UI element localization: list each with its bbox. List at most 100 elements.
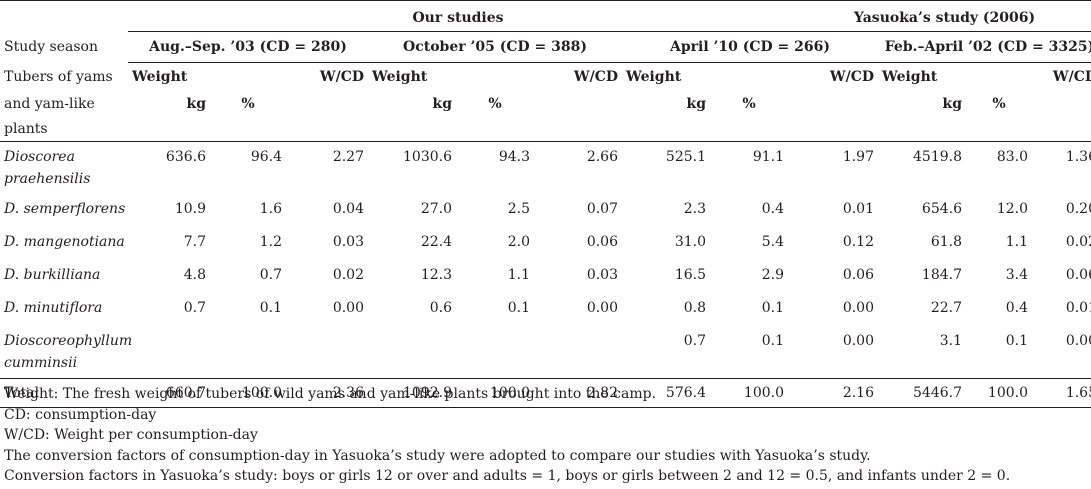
value-cell: 0.6 (429, 300, 452, 316)
yasuoka-study-header: Yasuoka’s study (2006) (788, 5, 1091, 32)
table-row: Dioscorea praehensilis 636.6 96.4 2.27 1030.6… (0, 142, 1091, 195)
value-cell: 0.03 (332, 234, 364, 250)
weight-header: Weight (372, 69, 428, 85)
value-cell: 0.00 (332, 300, 364, 316)
value-cell: 0.03 (586, 267, 618, 283)
row-label-line3: plants (0, 117, 128, 142)
species-name-line1: Dioscorea (4, 149, 75, 165)
group-header-row: Our studies Yasuoka’s study (2006) (0, 5, 1091, 32)
data-table: Our studies Yasuoka’s study (2006) Study… (0, 0, 1091, 408)
total-value-cell: 576.4 (622, 378, 710, 408)
table-row: Dioscoreophyllum cumminsii 0.7 0.1 0.00 3.1 0.… (0, 326, 1091, 379)
species-name-line2: praehensilis (4, 171, 91, 187)
value-cell: 2.5 (507, 201, 530, 217)
table-body: Dioscorea praehensilis 636.6 96.4 2.27 1030.6… (0, 142, 1091, 379)
value-cell: 0.02 (332, 267, 364, 283)
value-cell: 22.7 (930, 300, 962, 316)
value-cell: 96.4 (250, 149, 282, 165)
kg-unit: kg (186, 96, 207, 112)
value-cell (368, 326, 456, 379)
value-cell: 0.8 (683, 300, 706, 316)
value-cell: 94.3 (498, 149, 530, 165)
footnote: Weight: The fresh weight of tubers of wi… (4, 386, 657, 402)
weight-header: Weight (882, 69, 938, 85)
value-cell: 12.0 (996, 201, 1028, 217)
value-cell: 2.66 (586, 149, 618, 165)
pct-unit: % (992, 96, 1006, 112)
value-cell: 3.1 (939, 333, 962, 349)
value-cell: 3.4 (1005, 267, 1028, 283)
table-row: D. mangenotiana 7.7 1.2 0.03 22.4 2.0 0.06 31.0… (0, 227, 1091, 260)
footnote: Conversion factors in Yasuoka’s study: b… (4, 468, 1011, 484)
total-label: Total (0, 378, 128, 408)
weight-header: Weight (132, 69, 188, 85)
value-cell: 12.3 (420, 267, 452, 283)
total-value-cell: 2.82 (534, 378, 622, 408)
kg-unit: kg (686, 96, 707, 112)
value-cell: 1.36 (1065, 149, 1091, 165)
value-cell: 0.06 (586, 234, 618, 250)
species-name-line2: cumminsii (4, 355, 78, 371)
value-cell: 636.6 (165, 149, 206, 165)
value-cell: 0.7 (683, 333, 706, 349)
value-cell (286, 326, 368, 379)
value-cell (534, 326, 622, 379)
total-value-cell: 5446.7 (878, 378, 966, 408)
value-cell: 525.1 (665, 149, 706, 165)
table-row: D. minutiflora 0.7 0.1 0.00 0.6 0.1 0.00 0.8 0.1… (0, 293, 1091, 326)
value-cell: 10.9 (174, 201, 206, 217)
value-cell (128, 326, 210, 379)
value-cell: 4.8 (183, 267, 206, 283)
weight-header: Weight (626, 69, 682, 85)
value-cell: 0.01 (842, 201, 874, 217)
value-cell: 5.4 (761, 234, 784, 250)
table-row: D. semperflorens 10.9 1.6 0.04 27.0 2.5 0.07 2.… (0, 194, 1091, 227)
value-cell: 184.7 (921, 267, 962, 283)
value-cell: 0.7 (259, 267, 282, 283)
total-row: Total 660.7 100.0 2.36 1092.9 100.0 2.82 576.4… (0, 378, 1091, 408)
value-cell: 4519.8 (913, 149, 962, 165)
value-cell: 0.1 (761, 300, 784, 316)
value-cell: 0.00 (586, 300, 618, 316)
value-cell: 16.5 (674, 267, 706, 283)
season-header-row: Study season Aug.–Sep. ’03 (CD = 280) Oc… (0, 31, 1091, 63)
value-cell: 0.01 (1065, 300, 1091, 316)
season-feb-april-02: Feb.–April ’02 (CD = 3325) (878, 31, 1091, 63)
total-value-cell: 1092.9 (368, 378, 456, 408)
season-aug-sep-03: Aug.–Sep. ’03 (CD = 280) (128, 31, 368, 63)
value-cell: 1.1 (1005, 234, 1028, 250)
value-cell: 0.1 (1005, 333, 1028, 349)
value-cell: 1.1 (507, 267, 530, 283)
species-name-line1: D. minutiflora (4, 300, 103, 316)
value-cell: 1.6 (259, 201, 282, 217)
value-cell: 0.06 (842, 267, 874, 283)
value-cell: 0.00 (842, 300, 874, 316)
total-value-cell: 1.65 (1032, 378, 1091, 408)
value-cell: 0.00 (1065, 333, 1091, 349)
footnote: CD: consumption-day (4, 406, 157, 423)
wcd-header: W/CD (829, 69, 874, 85)
kg-unit: kg (432, 96, 453, 112)
total-value-cell: 100.0 (710, 378, 788, 408)
value-cell: 0.1 (259, 300, 282, 316)
value-cell: 2.3 (683, 201, 706, 217)
unit-header-row: and yam-like kg % kg % kg % kg % (0, 91, 1091, 117)
table-row: D. burkilliana 4.8 0.7 0.02 12.3 1.1 0.03 16.5 2… (0, 260, 1091, 293)
species-name-line1: D. semperflorens (4, 201, 126, 217)
value-cell: 61.8 (930, 234, 962, 250)
wcd-header: W/CD (1052, 69, 1091, 85)
value-cell: 0.4 (761, 201, 784, 217)
value-cell: 0.04 (332, 201, 364, 217)
value-cell: 22.4 (420, 234, 452, 250)
value-cell: 0.20 (1065, 201, 1091, 217)
species-name: D. minutiflora (0, 293, 128, 326)
season-october-05: October ’05 (CD = 388) (368, 31, 622, 63)
footnotes: Weight: The fresh weight of tubers of wi… (4, 384, 1010, 487)
pct-unit: % (241, 96, 255, 112)
value-cell: 1.97 (842, 149, 874, 165)
value-cell: 0.1 (507, 300, 530, 316)
value-cell: 1.2 (259, 234, 282, 250)
value-cell: 0.4 (1005, 300, 1028, 316)
value-cell: 0.02 (1065, 234, 1091, 250)
